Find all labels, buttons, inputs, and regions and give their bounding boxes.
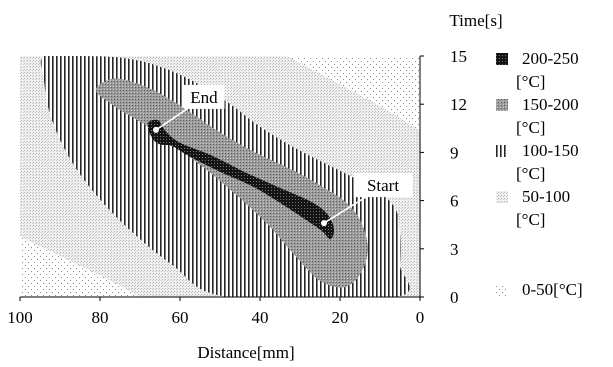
- legend-label: 100-150: [522, 141, 579, 160]
- legend-swatch-dark-dots: [496, 53, 508, 65]
- legend-swatch-vertical-stripes: [496, 145, 508, 157]
- legend-unit: [°C]: [516, 118, 545, 137]
- y-tick-label: 3: [450, 240, 459, 259]
- legend-unit: [°C]: [516, 164, 545, 183]
- annotation-box: [353, 173, 413, 198]
- annotation-end: End: [190, 88, 218, 107]
- x-tick-label: 40: [252, 308, 269, 327]
- legend-label: 50-100: [522, 187, 570, 206]
- annotation-marker: [321, 220, 327, 227]
- legend-label: 200-250: [522, 49, 579, 68]
- x-tick-label: 20: [332, 308, 349, 327]
- legend-swatch-grey-dots: [496, 99, 508, 111]
- annotation-leader: [155, 106, 191, 131]
- y-axis-title: Time[s]: [449, 11, 502, 30]
- annotation-marker: [153, 126, 159, 133]
- region-200-250: [147, 119, 335, 240]
- y-tick-label: 6: [450, 192, 459, 211]
- legend-swatch-light-dots: [496, 191, 508, 203]
- x-tick-label: 100: [7, 308, 33, 327]
- legend-label: 0-50[°C]: [522, 280, 583, 299]
- legend-unit: [°C]: [516, 72, 545, 91]
- annotation-leader: [323, 194, 370, 224]
- x-tick-label: 60: [172, 308, 189, 327]
- x-axis-title: Distance[mm]: [197, 343, 294, 362]
- x-tick-label: 0: [416, 308, 425, 327]
- annotation-start: Start: [367, 176, 399, 195]
- x-tick-label: 80: [92, 308, 109, 327]
- y-tick-label: 15: [450, 47, 467, 66]
- y-tick-label: 12: [450, 95, 467, 114]
- legend-swatch-sparse-dots: [496, 284, 508, 296]
- y-tick-label: 9: [450, 143, 459, 162]
- annotation-box: [183, 84, 225, 109]
- legend-label: 150-200: [522, 95, 579, 114]
- y-tick-label: 0: [450, 288, 459, 307]
- legend-unit: [°C]: [516, 210, 545, 229]
